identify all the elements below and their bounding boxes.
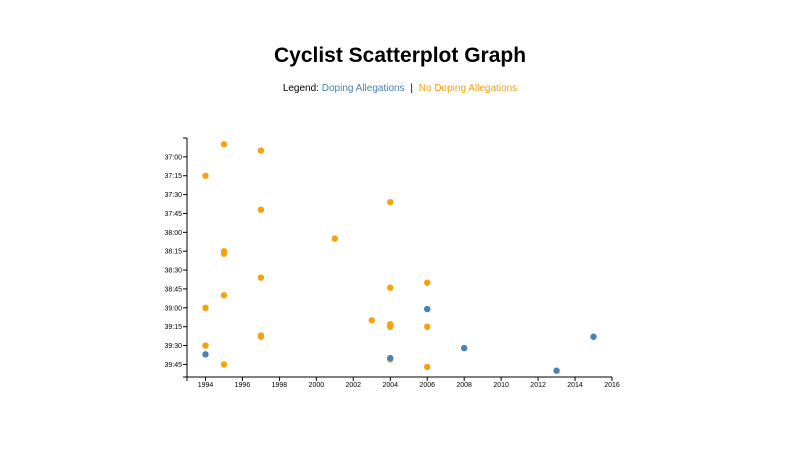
no-doping-point (368, 317, 375, 324)
x-tick-label: 1994 (198, 382, 214, 389)
x-tick-label: 2016 (604, 382, 620, 389)
no-doping-point (220, 141, 228, 148)
y-tick-label: 38:30 (164, 268, 182, 275)
x-tick-label: 2002 (346, 382, 362, 389)
x-tick-label: 2008 (456, 382, 472, 389)
x-tick-label: 2000 (309, 382, 325, 389)
x-tick-label: 2010 (493, 382, 509, 389)
no-doping-point (202, 172, 209, 179)
doping-point (387, 354, 394, 362)
y-tick-label: 37:30 (164, 192, 182, 199)
no-doping-point (387, 323, 394, 330)
no-doping-point (387, 198, 394, 206)
y-tick-label: 38:45 (164, 286, 182, 293)
y-tick-label: 39:45 (164, 362, 182, 369)
doping-point (553, 367, 560, 374)
x-tick-label: 1998 (272, 382, 288, 389)
x-tick-label: 2004 (382, 382, 398, 389)
no-doping-point (257, 147, 265, 154)
y-tick-label: 38:15 (164, 249, 182, 256)
x-tick-label: 2006 (419, 382, 435, 389)
no-doping-point (257, 333, 265, 340)
no-doping-point (202, 304, 209, 312)
doping-point (424, 305, 431, 313)
no-doping-point (331, 235, 339, 242)
doping-point (460, 344, 468, 352)
no-doping-point (257, 274, 265, 281)
x-tick-label: 2014 (567, 382, 583, 389)
y-tick-label: 37:00 (164, 154, 182, 161)
no-doping-point (424, 279, 431, 286)
legend: Legend: Doping Allegations | No Doping A… (0, 83, 800, 94)
no-doping-point (387, 284, 394, 291)
no-doping-point (424, 323, 431, 330)
doping-point (590, 333, 597, 340)
no-doping-point (220, 250, 228, 257)
legend-label: Legend: (282, 83, 319, 94)
y-tick-label: 39:15 (164, 324, 182, 331)
y-tick-label: 37:15 (164, 173, 182, 180)
legend-doping-allegations: Doping Allegations (321, 83, 405, 94)
page-title: Cyclist Scatterplot Graph (273, 44, 527, 67)
no-doping-point (424, 363, 431, 371)
no-doping-point (220, 292, 228, 299)
x-tick-label: 1996 (235, 382, 251, 389)
no-doping-point (220, 361, 228, 368)
y-tick-label: 37:45 (164, 211, 182, 218)
y-tick-label: 39:30 (164, 343, 182, 350)
no-doping-point (257, 206, 265, 213)
y-tick-label: 38:00 (164, 230, 182, 237)
no-doping-point (202, 342, 209, 349)
legend-separator: | (410, 83, 413, 94)
doping-point (202, 351, 209, 358)
x-tick-label: 2012 (530, 382, 546, 389)
y-tick-label: 39:00 (164, 305, 182, 312)
legend-no-doping-allegations: No Doping Allegations (418, 83, 518, 94)
